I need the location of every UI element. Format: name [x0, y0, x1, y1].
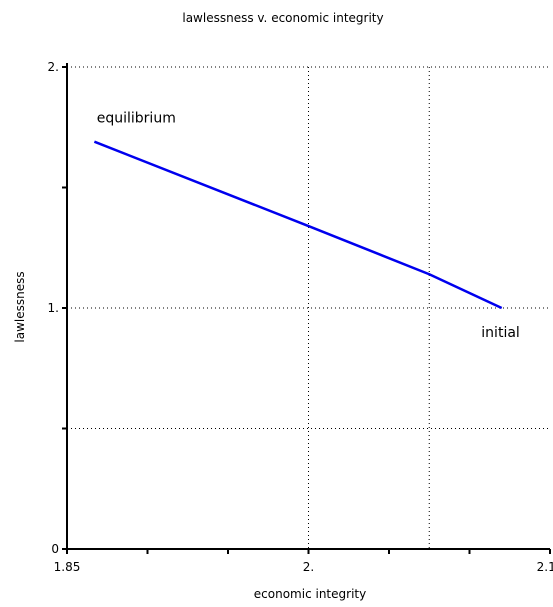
x-tick-label: 2.15: [537, 560, 553, 574]
series-layer: [93, 140, 503, 310]
axes-layer: 0 1. 2. 1.85 2. 2.15: [48, 60, 553, 574]
annotation-label: equilibrium: [97, 110, 176, 126]
annotation-label: initial: [481, 325, 520, 341]
chart-title: lawlessness v. economic integrity: [182, 11, 383, 25]
annotation-layer: equilibrium initial: [97, 110, 520, 341]
grid-layer: [67, 66, 550, 549]
y-tick-label: 0: [51, 542, 59, 556]
y-axis-title: lawlessness: [13, 271, 27, 342]
y-tick-label: 1.: [48, 301, 59, 315]
x-tick-label: 1.85: [54, 560, 81, 574]
x-axis-title: economic integrity: [254, 587, 366, 601]
series-line: [93, 140, 503, 310]
x-tick-label: 2.: [303, 560, 314, 574]
y-tick-label: 2.: [48, 60, 59, 74]
